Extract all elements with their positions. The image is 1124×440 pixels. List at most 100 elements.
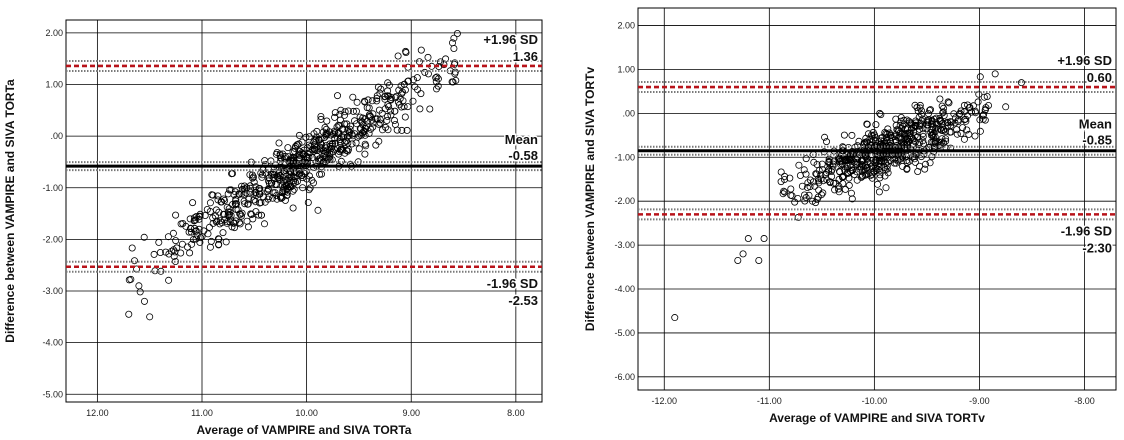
x-tick-labels: -12.00 -11.00 -10.00 -9.00 -8.00 (651, 396, 1094, 406)
data-point (284, 144, 292, 152)
data-point (323, 117, 331, 125)
data-point (929, 138, 937, 146)
data-point (177, 249, 185, 257)
data-point (872, 167, 880, 175)
data-point (962, 117, 970, 125)
data-point (924, 121, 932, 129)
data-point (811, 182, 819, 190)
data-point (924, 117, 932, 125)
data-point (872, 121, 880, 129)
data-point (876, 171, 884, 179)
data-point (953, 126, 961, 134)
data-point (844, 156, 852, 164)
data-point (398, 90, 406, 98)
data-point (383, 117, 391, 125)
y-tick-label: 1.00 (45, 80, 63, 90)
data-point (273, 172, 281, 180)
data-point (209, 219, 217, 227)
data-point (252, 188, 260, 196)
data-point (905, 119, 913, 127)
data-point (164, 233, 172, 241)
data-point (361, 140, 369, 148)
lower-loa-label: -1.96 SD (487, 276, 538, 291)
data-point (238, 190, 246, 198)
data-point (190, 217, 198, 225)
data-point (914, 167, 922, 175)
data-point (331, 129, 339, 137)
data-point (356, 113, 364, 121)
data-point (945, 99, 953, 107)
data-point (381, 95, 389, 103)
y-tick-label: -1.00 (614, 152, 635, 162)
data-point (227, 186, 235, 194)
x-tick-label: -9.00 (969, 396, 990, 406)
data-point (424, 70, 432, 78)
data-point (921, 160, 929, 168)
x-tick-label: -11.00 (757, 396, 782, 406)
data-point (877, 137, 885, 145)
y-tick-label: -1.00 (42, 183, 63, 193)
data-point (898, 134, 906, 142)
data-point (222, 238, 230, 246)
mean-value: -0.58 (508, 148, 538, 163)
data-point (847, 189, 855, 197)
data-point (201, 211, 209, 219)
data-point (453, 29, 461, 37)
data-point (375, 120, 383, 128)
data-point (287, 168, 295, 176)
y-tick-label: -6.00 (614, 372, 635, 382)
data-point (867, 142, 875, 150)
data-point (976, 73, 984, 81)
data-point (308, 145, 316, 153)
data-point (914, 107, 922, 115)
data-point (734, 256, 742, 264)
lower-loa-value: -2.30 (1082, 240, 1112, 255)
data-point (146, 313, 154, 321)
chart-b-svg: -12.00 -11.00 -10.00 -9.00 -8.00 2.00 1.00 .00 -… (583, 7, 1117, 425)
data-point (919, 130, 927, 138)
data-point (369, 123, 377, 131)
data-point (321, 124, 329, 132)
data-point (328, 140, 336, 148)
data-point (976, 127, 984, 135)
data-point (209, 191, 217, 199)
data-point (361, 150, 369, 158)
data-point (969, 102, 977, 110)
data-point (252, 191, 260, 199)
data-point (875, 188, 883, 196)
data-point (248, 171, 256, 179)
data-point (367, 125, 375, 133)
data-point (448, 39, 456, 47)
data-point (909, 123, 917, 131)
data-point (894, 126, 902, 134)
data-point (938, 102, 946, 110)
y-tick-label: -4.00 (614, 284, 635, 294)
data-point (381, 105, 389, 113)
data-point (150, 250, 158, 258)
data-point (238, 182, 246, 190)
data-point (316, 154, 324, 162)
lower-loa-value: -2.53 (508, 293, 538, 308)
data-points (125, 29, 461, 321)
data-point (863, 163, 871, 171)
y-tick-label: .00 (622, 108, 635, 118)
data-point (928, 153, 936, 161)
data-point (302, 133, 310, 141)
data-point (848, 131, 856, 139)
data-point (275, 139, 283, 147)
data-point (882, 184, 890, 192)
data-point (891, 136, 899, 144)
data-point (329, 139, 337, 147)
data-point (947, 121, 955, 129)
data-point (205, 223, 213, 231)
data-point (863, 120, 871, 128)
data-point (818, 166, 826, 174)
data-point (960, 116, 968, 124)
data-point (882, 159, 890, 167)
data-point (226, 218, 234, 226)
data-point (192, 212, 200, 220)
data-point (781, 188, 789, 196)
data-point (940, 112, 948, 120)
data-point (450, 34, 458, 42)
data-point (241, 200, 249, 208)
